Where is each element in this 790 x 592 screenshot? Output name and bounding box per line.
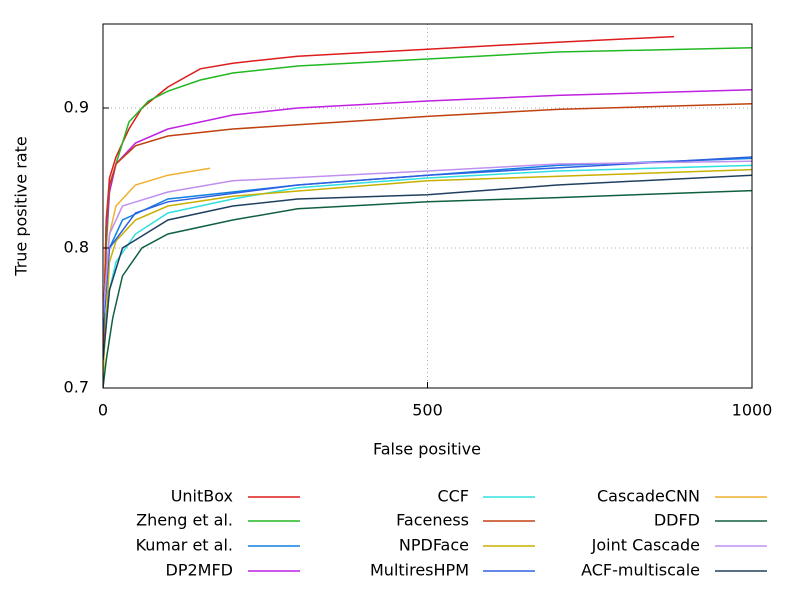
legend-label: UnitBox: [171, 487, 233, 506]
series-line: [103, 89, 752, 361]
legend-label: DP2MFD: [166, 561, 233, 580]
legend-label: CCF: [437, 487, 469, 506]
series-line: [103, 35, 675, 388]
x-axis-label: False positive: [373, 440, 481, 459]
legend-label: ACF-multiscale: [581, 561, 700, 580]
legend: UnitBox Zheng et al. Kumar et al. DP2MFD CCF…: [136, 487, 767, 580]
x-tick-label: 1000: [732, 401, 773, 420]
series-line: [103, 157, 752, 333]
series-line: [103, 174, 752, 361]
ticks: 0 500 1000 0.7 0.8 0.9: [64, 98, 773, 420]
series-line: [103, 156, 752, 333]
series-line: [103, 168, 752, 375]
series-line: [103, 189, 752, 388]
legend-label: NPDFace: [399, 536, 469, 555]
legend-label: Kumar et al.: [136, 536, 233, 555]
legend-label: Joint Cascade: [591, 536, 700, 555]
series-line: [103, 103, 752, 361]
x-tick-label: 0: [98, 401, 108, 420]
legend-label: Faceness: [396, 511, 469, 530]
y-tick-label: 0.8: [64, 238, 89, 257]
series-line: [103, 160, 752, 319]
legend-label: CascadeCNN: [597, 487, 700, 506]
plot-lines: [103, 35, 752, 388]
x-tick-label: 500: [412, 401, 443, 420]
y-tick-label: 0.9: [64, 98, 89, 117]
y-tick-label: 0.7: [64, 378, 89, 397]
legend-label: MultiresHPM: [370, 561, 469, 580]
series-line: [103, 164, 752, 361]
y-axis-label: True positive rate: [12, 136, 31, 276]
legend-label: DDFD: [654, 511, 700, 530]
series-line: [103, 167, 211, 319]
legend-label: Zheng et al.: [136, 511, 233, 530]
